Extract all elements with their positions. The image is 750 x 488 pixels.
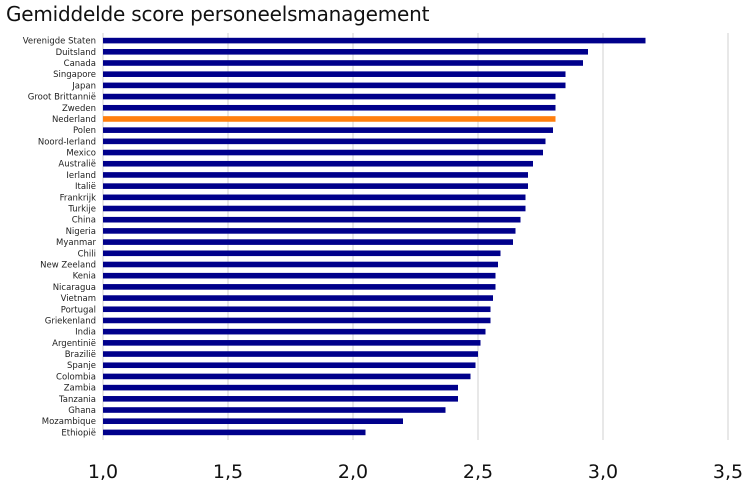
bar: [103, 60, 583, 66]
category-label: Brazilië: [65, 350, 96, 360]
category-label: Duitsland: [56, 48, 96, 58]
bar: [103, 149, 543, 156]
category-label: Turkije: [67, 205, 96, 215]
chart-title: Gemiddelde score personeelsmanagement: [6, 2, 430, 26]
bar: [103, 127, 553, 133]
category-label: Mozambique: [42, 417, 96, 427]
category-label: Zweden: [62, 104, 96, 114]
bar: [103, 104, 556, 111]
bar: [103, 228, 516, 234]
category-label: Kenia: [73, 272, 96, 282]
bar: [103, 138, 546, 145]
bar: [103, 373, 471, 380]
category-label: Nigeria: [66, 227, 96, 237]
category-label: Myanmar: [56, 238, 96, 248]
category-label: Colombia: [56, 372, 96, 382]
bar: [103, 205, 526, 212]
category-label: Tanzania: [58, 395, 96, 405]
bar: [103, 37, 646, 44]
category-label: Canada: [64, 59, 96, 69]
bar: [103, 194, 526, 201]
category-label: Argentinië: [52, 339, 96, 349]
bar: [103, 272, 496, 279]
x-tick-label: 3,5: [713, 461, 743, 483]
category-label: Australië: [58, 160, 96, 170]
category-label: Verenigde Staten: [23, 37, 96, 47]
bars: [103, 37, 646, 436]
category-label: Ierland: [66, 171, 96, 181]
category-label: Nicaragua: [53, 283, 96, 293]
category-label: Noord-Ierland: [38, 137, 96, 147]
x-axis-tick-labels: 1,0 1,5 2,0 2,5 3,0 3,5: [88, 461, 743, 483]
bar: [103, 172, 528, 178]
bar: [103, 407, 446, 413]
bar: [103, 71, 566, 77]
bar: [103, 340, 481, 346]
x-tick-label: 2,0: [338, 461, 368, 483]
category-label: India: [75, 328, 96, 338]
category-label: Nederland: [52, 115, 96, 125]
gridlines: [102, 33, 729, 440]
bar: [103, 351, 478, 357]
bar: [103, 183, 528, 189]
x-tick-label: 3,0: [588, 461, 618, 483]
bar: [103, 317, 491, 324]
bar: [103, 239, 513, 245]
category-label: Italië: [75, 182, 96, 192]
category-label: Polen: [73, 126, 96, 136]
category-label: Frankrijk: [60, 193, 97, 203]
bar: [103, 328, 486, 335]
x-tick-label: 2,5: [463, 461, 493, 483]
bar: [103, 48, 588, 55]
bar: [103, 82, 566, 89]
category-label: Ghana: [68, 406, 96, 416]
bar: [103, 261, 498, 268]
bar: [103, 429, 366, 436]
category-label: Chili: [78, 249, 96, 259]
category-label: Singapore: [53, 70, 96, 80]
x-tick-label: 1,5: [213, 461, 243, 483]
category-label: Zambia: [64, 384, 96, 394]
category-label: Japan: [71, 81, 96, 91]
bar: [103, 396, 458, 402]
category-label: Groot Brittannië: [28, 93, 96, 103]
category-label: Vietnam: [61, 294, 96, 304]
bar: [103, 418, 403, 425]
category-label: Griekenland: [45, 316, 96, 326]
bar: [103, 284, 496, 290]
bar: [103, 362, 476, 369]
category-label: Ethiopië: [61, 428, 96, 438]
category-label: New Zeeland: [40, 260, 96, 270]
category-label: Portugal: [61, 305, 96, 315]
bar: [103, 160, 533, 167]
bar-highlight: [103, 116, 556, 122]
bar: [103, 384, 458, 391]
bar: [103, 295, 493, 301]
bar: [103, 216, 521, 223]
x-tick-label: 1,0: [88, 461, 118, 483]
category-labels: Verenigde StatenDuitslandCanadaSingapore…: [23, 37, 97, 439]
category-label: China: [72, 216, 96, 226]
bar: [103, 250, 501, 257]
bar: [103, 93, 556, 100]
category-label: Spanje: [67, 361, 96, 371]
category-label: Mexico: [66, 149, 96, 159]
bar: [103, 306, 491, 313]
